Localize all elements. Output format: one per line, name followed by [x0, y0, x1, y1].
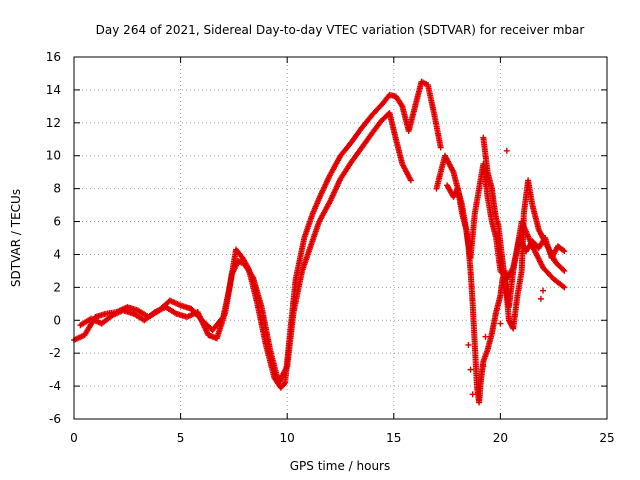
data-point-marker	[561, 267, 568, 274]
isolated-point-marker	[467, 366, 474, 373]
data-point-marker	[407, 177, 414, 184]
y-tick-labels: -6 -4 -2 0 2 4 6 8 10 12 14 16	[46, 50, 61, 426]
x-axis-label: GPS time / hours	[290, 459, 391, 473]
data-point-marker	[560, 266, 567, 273]
isolated-point-marker	[469, 391, 476, 398]
x-tick-label: 20	[493, 431, 508, 445]
data-point-marker	[437, 144, 444, 151]
chart-title: Day 264 of 2021, Sidereal Day-to-day VTE…	[96, 23, 585, 37]
y-tick-label: 8	[53, 182, 61, 196]
data-point-marker	[560, 247, 567, 254]
data-point-marker	[561, 284, 568, 291]
data-point-marker	[561, 248, 568, 255]
data-points	[71, 78, 568, 406]
y-tick-label: -6	[49, 412, 61, 426]
isolated-point-marker	[503, 147, 510, 154]
y-tick-label: -2	[49, 346, 61, 360]
isolated-point-marker	[480, 363, 487, 370]
x-tick-labels: 0 5 10 15 20 25	[70, 431, 614, 445]
y-tick-label: 10	[46, 149, 61, 163]
plot-frame	[73, 56, 608, 420]
x-tick-label: 25	[599, 431, 614, 445]
x-tick-label: 0	[70, 431, 78, 445]
y-tick-label: 12	[46, 116, 61, 130]
y-tick-label: 4	[53, 247, 61, 261]
isolated-point-marker	[497, 320, 504, 327]
isolated-point-marker	[465, 341, 472, 348]
y-tick-label: 2	[53, 280, 61, 294]
x-tick-label: 5	[177, 431, 185, 445]
y-tick-label: 0	[53, 313, 61, 327]
isolated-point-marker	[482, 333, 489, 340]
x-tick-label: 10	[280, 431, 295, 445]
data-point-marker	[281, 381, 288, 388]
y-tick-label: 16	[46, 50, 61, 64]
y-tick-label: 14	[46, 83, 61, 97]
isolated-point-marker	[540, 287, 547, 294]
y-tick-label: 6	[53, 215, 61, 229]
x-tick-label: 15	[386, 431, 401, 445]
y-tick-label: -4	[49, 379, 61, 393]
isolated-point-marker	[537, 295, 544, 302]
y-axis-label: SDTVAR / TECUs	[9, 189, 23, 287]
